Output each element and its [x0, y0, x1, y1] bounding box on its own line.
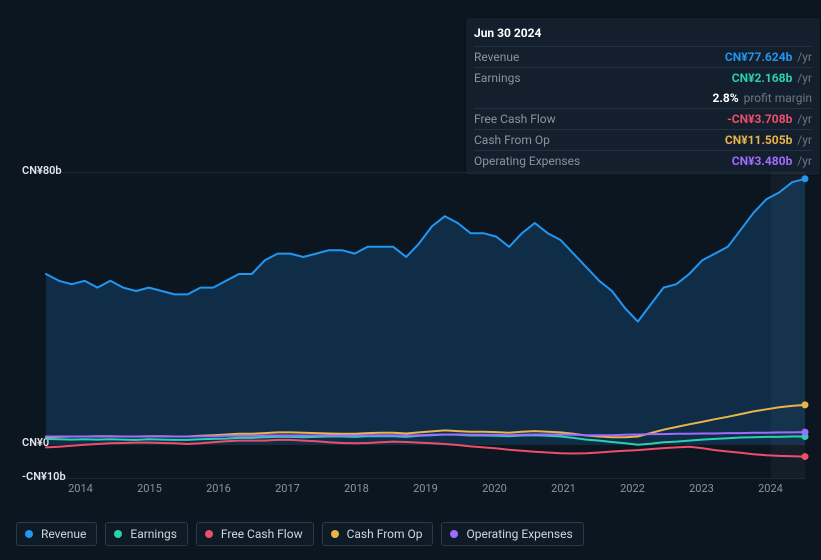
point-info-box: Jun 30 2024 Revenue CN¥77.624b /yr Earning…: [466, 18, 820, 175]
legend-item[interactable]: Revenue: [16, 522, 97, 546]
gridline: [46, 478, 805, 479]
x-tick-label: 2022: [598, 482, 667, 498]
info-value: CN¥11.505b /yr: [725, 132, 812, 148]
x-tick-label: 2019: [391, 482, 460, 498]
legend-dot-icon: [450, 530, 458, 538]
legend-dot-icon: [114, 530, 122, 538]
info-row: Cash From Op CN¥11.505b /yr: [474, 129, 812, 150]
info-date: Jun 30 2024: [474, 24, 812, 46]
info-label: Cash From Op: [474, 132, 550, 148]
info-value: CN¥2.168b /yr: [732, 70, 812, 86]
info-rows: Revenue CN¥77.624b /yr Earnings CN¥2.168b /…: [474, 46, 812, 171]
info-label: Earnings: [474, 70, 521, 86]
x-tick-label: 2016: [184, 482, 253, 498]
info-value: -CN¥3.708b /yr: [727, 111, 812, 127]
legend: Revenue Earnings Free Cash Flow Cash From O…: [16, 522, 584, 546]
x-tick-label: 2021: [529, 482, 598, 498]
legend-label: Earnings: [130, 527, 177, 541]
series-endpoint: [802, 429, 809, 436]
legend-dot-icon: [331, 530, 339, 538]
legend-label: Revenue: [41, 527, 86, 541]
legend-label: Operating Expenses: [466, 527, 572, 541]
info-value: 2.8% profit margin: [713, 90, 812, 106]
legend-label: Cash From Op: [347, 527, 423, 541]
x-tick-label: 2018: [322, 482, 391, 498]
financials-chart-widget: Jun 30 2024 Revenue CN¥77.624b /yr Earning…: [0, 0, 821, 560]
chart-lines: [46, 172, 805, 478]
legend-item[interactable]: Earnings: [105, 522, 188, 546]
legend-label: Free Cash Flow: [221, 527, 303, 541]
x-tick-label: 2024: [736, 482, 805, 498]
legend-dot-icon: [25, 530, 33, 538]
series-endpoint: [802, 175, 809, 182]
info-row: Free Cash Flow -CN¥3.708b /yr: [474, 108, 812, 129]
info-value: CN¥77.624b /yr: [725, 49, 812, 65]
legend-item[interactable]: Free Cash Flow: [196, 522, 314, 546]
x-tick-label: 2017: [253, 482, 322, 498]
legend-item[interactable]: Cash From Op: [322, 522, 434, 546]
info-label: Revenue: [474, 49, 519, 65]
info-row: Revenue CN¥77.624b /yr: [474, 46, 812, 67]
x-axis: 2014201520162017201820192020202120222023…: [46, 482, 805, 498]
series-endpoint: [802, 453, 809, 460]
series-endpoint: [802, 401, 809, 408]
info-row: 2.8% profit margin: [474, 88, 812, 108]
info-row: Earnings CN¥2.168b /yr: [474, 67, 812, 88]
x-tick-label: 2014: [46, 482, 115, 498]
x-tick-label: 2023: [667, 482, 736, 498]
x-tick-label: 2020: [460, 482, 529, 498]
financials-chart[interactable]: CN¥80bCN¥0-CN¥10b 2014201520162017201820…: [16, 158, 805, 478]
info-label: Free Cash Flow: [474, 111, 556, 127]
x-tick-label: 2015: [115, 482, 184, 498]
legend-item[interactable]: Operating Expenses: [441, 522, 583, 546]
legend-dot-icon: [205, 530, 213, 538]
